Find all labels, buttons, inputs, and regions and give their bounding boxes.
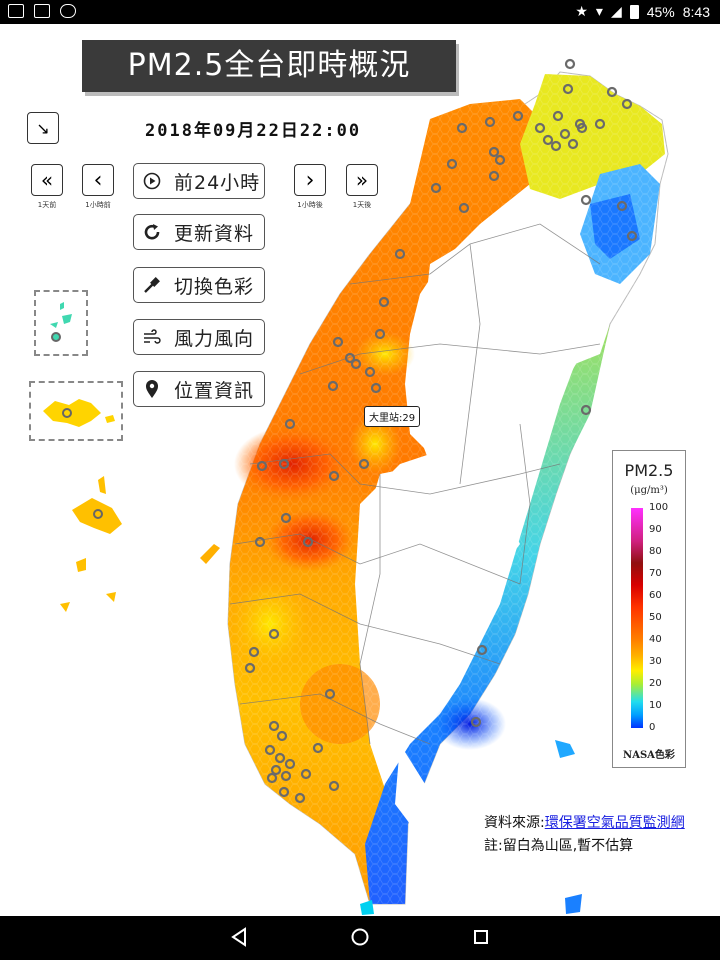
data-source: 資料來源:環保署空氣品質監測網 註:留白為山區,暫不估算 (484, 812, 685, 858)
refresh-icon (142, 222, 162, 242)
page-title: PM2.5全台即時概況 (82, 40, 456, 92)
source-link[interactable]: 環保署空氣品質監測網 (544, 815, 685, 831)
day-back-button[interactable]: « (31, 164, 63, 196)
android-nav-bar (0, 916, 720, 960)
legend-tick: 10 (649, 700, 662, 711)
location-pin-icon (142, 379, 162, 399)
hour-back-label: 1小時前 (85, 201, 111, 209)
data-timestamp: 2018年09月22日22:00 (145, 121, 362, 141)
chevron-left-icon: ‹ (93, 167, 103, 193)
wind-label: 風力風向 (174, 327, 255, 350)
taiwan-pm25-map[interactable] (0, 24, 720, 916)
location-button[interactable]: 位置資訊 (133, 371, 265, 407)
hour-back-button[interactable]: ‹ (82, 164, 114, 196)
monitoring-stations[interactable] (244, 58, 638, 804)
refresh-button[interactable]: 更新資料 (133, 214, 265, 250)
wifi-icon: ▾ (595, 3, 603, 19)
legend-tick: 40 (649, 634, 662, 645)
kinmen-inset[interactable] (29, 381, 123, 441)
legend-tick: 50 (649, 612, 662, 623)
refresh-label: 更新資料 (174, 222, 255, 245)
wind-button[interactable]: 風力風向 (133, 319, 265, 355)
county-boundaries (229, 223, 601, 745)
legend-tick: 60 (649, 590, 662, 601)
legend-color-bar (631, 508, 643, 728)
outlying-islands (60, 476, 582, 914)
hour-forward-label: 1小時後 (297, 201, 323, 209)
clock: 8:43 (682, 3, 710, 20)
day-forward-button[interactable]: » (346, 164, 378, 196)
double-chevron-left-icon: « (40, 168, 54, 192)
hour-forward-button[interactable]: › (294, 164, 326, 196)
battery-text: 45% (646, 3, 675, 20)
wind-icon (142, 327, 162, 347)
switch-color-button[interactable]: 切換色彩 (133, 267, 265, 303)
pm25-legend: PM2.5 (μg/m³) 100 90 80 70 60 50 40 30 2… (612, 450, 686, 768)
expand-icon: ↘ (36, 118, 50, 138)
pm25-app: PM2.5全台即時概況 2018年09月22日22:00 ↘ « 1天前 ‹ 1… (0, 24, 720, 916)
legend-tick: 100 (649, 502, 669, 513)
matsu-inset[interactable] (34, 290, 88, 356)
legend-tick: 80 (649, 546, 662, 557)
station-tooltip: 大里站:29 (364, 406, 421, 427)
star-icon: ★ (575, 3, 588, 19)
switch-color-label: 切換色彩 (174, 275, 255, 298)
battery-icon (629, 4, 639, 19)
play-24h-button[interactable]: 前24小時 (133, 163, 265, 199)
legend-tick: 20 (649, 678, 662, 689)
day-back-label: 1天前 (37, 201, 57, 209)
source-note: 註:留白為山區,暫不估算 (484, 838, 634, 854)
signal-icon: ◢ (610, 3, 622, 19)
legend-tick: 70 (649, 568, 662, 579)
status-bar: ★ ▾ ◢ 45% 8:43 (0, 0, 720, 24)
home-icon[interactable] (349, 926, 375, 950)
mail-icon (34, 4, 50, 18)
image-icon (8, 4, 24, 18)
legend-tick: 0 (649, 722, 656, 733)
eyedropper-icon (142, 275, 162, 295)
play-icon (142, 171, 162, 191)
expand-button[interactable]: ↘ (27, 112, 59, 144)
legend-tick: 90 (649, 524, 662, 535)
double-chevron-right-icon: » (355, 168, 369, 192)
legend-unit: (μg/m³) (630, 485, 668, 496)
source-prefix: 資料來源: (484, 815, 545, 831)
legend-title: PM2.5 (624, 461, 674, 480)
location-label: 位置資訊 (174, 379, 255, 402)
incognito-icon (60, 4, 76, 18)
day-forward-label: 1天後 (352, 201, 372, 209)
legend-palette-name: NASA色彩 (623, 750, 675, 761)
play-24h-label: 前24小時 (174, 171, 261, 194)
legend-tick: 30 (649, 656, 662, 667)
chevron-right-icon: › (305, 167, 315, 193)
back-icon[interactable] (228, 926, 254, 950)
recents-icon[interactable] (470, 926, 496, 950)
